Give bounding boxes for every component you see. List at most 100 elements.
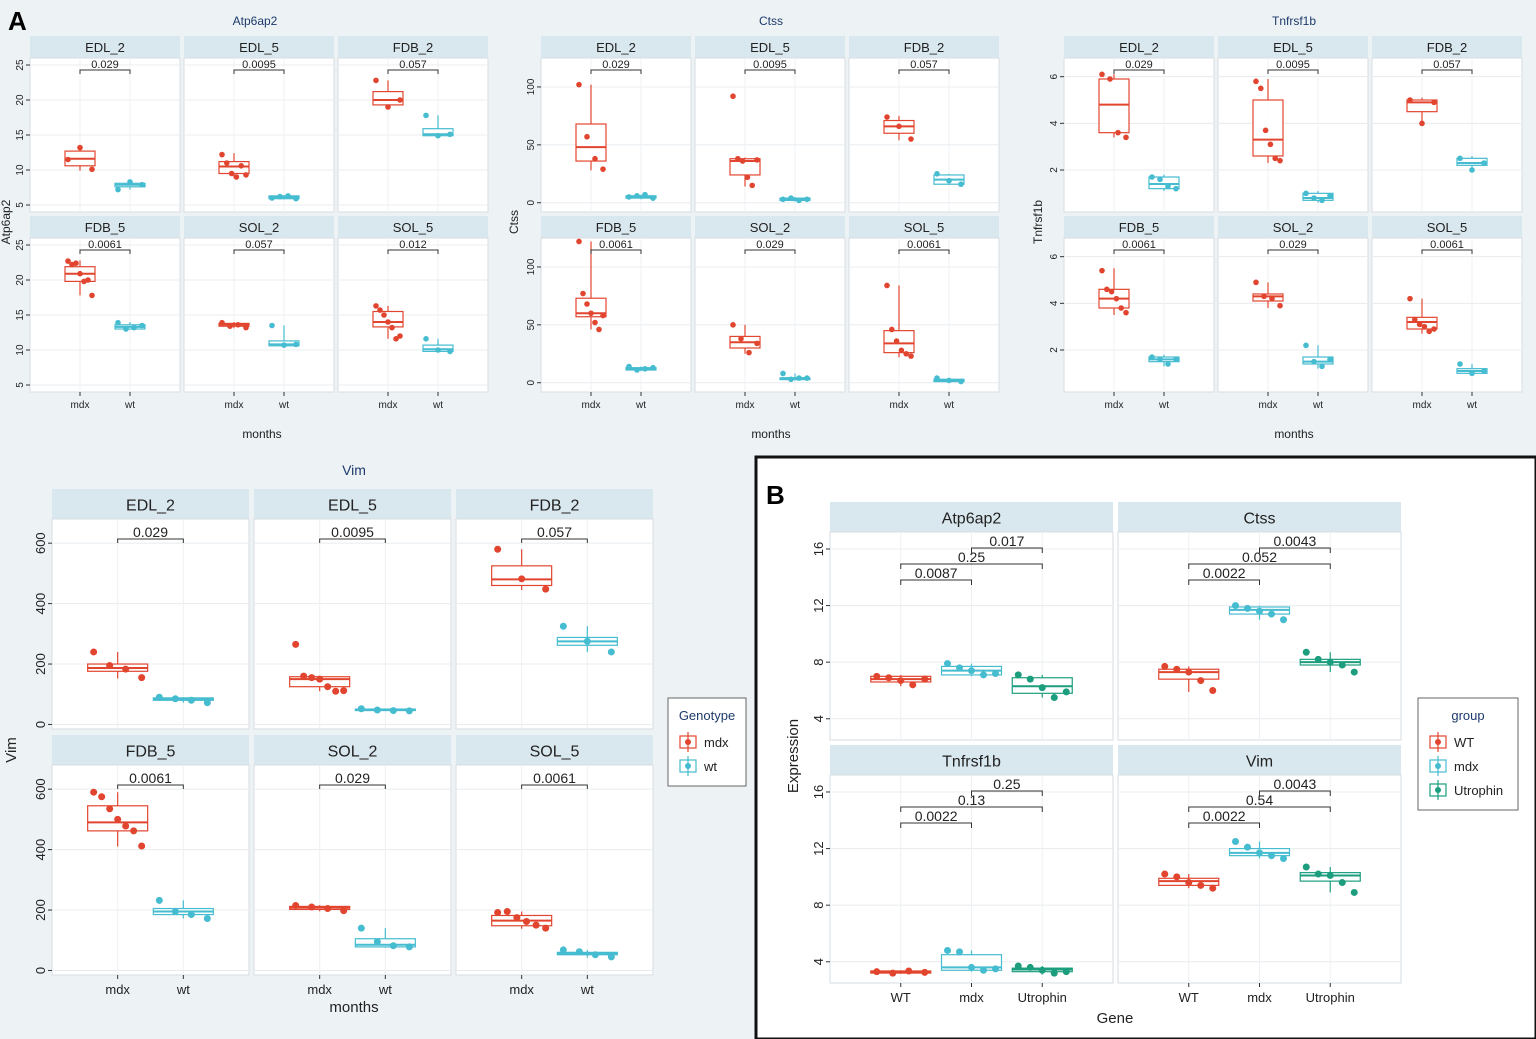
- x-tick-label-vim-wt: wt: [378, 982, 392, 997]
- data-point-tnfrsf1b-FDB_5-mdx: [1108, 288, 1115, 295]
- y-axis-label-tnfrsf1b: Tnfrsf1b: [1031, 200, 1045, 244]
- data-point-groupB-Ctss-Utrophin: [1350, 668, 1358, 676]
- data-point-atp6ap2-SOL_5-mdx: [381, 312, 387, 318]
- p-value-Ctss-WT-Utrophin: 0.052: [1242, 549, 1277, 565]
- data-point-atp6ap2-EDL_2-mdx: [89, 166, 95, 173]
- facet-label-tnfrsf1b-FDB_5: FDB_5: [1119, 220, 1159, 235]
- facet-label-atp6ap2-FDB_5: FDB_5: [85, 220, 125, 235]
- data-point-atp6ap2-EDL_2-mdx: [77, 144, 83, 151]
- data-point-vim-FDB_2-wt: [607, 648, 615, 656]
- data-point-tnfrsf1b-SOL_2-mdx: [1253, 279, 1259, 286]
- p-value-Vim-mdx-Utrophin: 0.0043: [1273, 776, 1316, 792]
- x-tick-label-ctss-mdx: mdx: [582, 400, 601, 411]
- x-tick-label-tnfrsf1b-mdx: mdx: [1105, 400, 1124, 411]
- y-tick-label-atp6ap2: 25: [15, 59, 26, 71]
- data-point-groupB-Vim-WT: [1173, 873, 1181, 881]
- y-tick-label-atp6ap2: 15: [15, 129, 26, 141]
- legend-title-vim: Genotype: [679, 708, 735, 723]
- box-tnfrsf1b-EDL_5-wt: [1302, 192, 1334, 201]
- data-point-groupB-Vim-Utrophin: [1350, 888, 1358, 896]
- data-point-ctss-FDB_5-mdx: [588, 310, 594, 317]
- data-point-vim-SOL_5-mdx: [494, 908, 502, 916]
- comparison-bracket: [1188, 806, 1331, 812]
- data-point-groupB-Tnfrsf1b-mdx: [944, 946, 951, 954]
- data-point-groupB-Atp6ap2-Utrophin: [1026, 675, 1034, 683]
- facet-strip-groupB-Atp6ap2: [830, 502, 1113, 532]
- data-point-vim-FDB_5-mdx: [130, 827, 138, 835]
- data-point-groupB-Atp6ap2-Utrophin: [1038, 684, 1046, 692]
- y-tick-label-ctss: 0: [526, 380, 537, 386]
- comparison-bracket: [744, 69, 796, 74]
- comparison-bracket: [387, 69, 439, 74]
- y-axis-label-ctss: Ctss: [507, 210, 521, 234]
- facet-label-ctss-FDB_5: FDB_5: [596, 220, 636, 235]
- y-tick-label-ctss: 100: [526, 258, 537, 275]
- data-point-groupB-Tnfrsf1b-mdx: [980, 966, 987, 974]
- data-point-ctss-SOL_5-mdx: [908, 353, 914, 359]
- facet-plot-vim-EDL_2: [51, 518, 250, 730]
- data-point-groupB-Vim-WT: [1161, 870, 1169, 878]
- data-point-ctss-SOL_5-mdx: [903, 350, 909, 357]
- facet-plot-tnfrsf1b-SOL_2: [1217, 237, 1369, 393]
- data-point-groupB-Vim-mdx: [1232, 838, 1239, 846]
- facet-label-vim-FDB_2: FDB_2: [530, 498, 580, 515]
- data-point-tnfrsf1b-FDB_2-wt: [1469, 167, 1475, 173]
- y-tick-label-vim: 0: [33, 721, 48, 728]
- p-value-vim-SOL_2: 0.029: [335, 770, 370, 786]
- data-point-ctss-FDB_5-wt: [634, 367, 640, 373]
- p-value-ctss-EDL_2: 0.029: [602, 59, 630, 71]
- data-point-groupB-Tnfrsf1b-mdx: [956, 948, 963, 956]
- data-point-tnfrsf1b-SOL_5-mdx: [1407, 295, 1413, 302]
- facet-strip-vim-EDL_2: [52, 489, 249, 519]
- data-point-tnfrsf1b-FDB_5-wt: [1157, 356, 1163, 363]
- facet-plot-vim-EDL_5: [253, 518, 452, 730]
- data-point-ctss-FDB_2-wt: [958, 181, 964, 188]
- p-value-vim-EDL_2: 0.029: [133, 524, 168, 540]
- data-point-tnfrsf1b-FDB_5-mdx: [1099, 267, 1105, 274]
- data-point-ctss-FDB_2-mdx: [884, 114, 890, 120]
- data-point-vim-EDL_2-wt: [203, 699, 211, 707]
- facet-label-vim-FDB_5: FDB_5: [126, 744, 176, 761]
- facet-plot-ctss-EDL_2: [540, 57, 692, 213]
- facet-strip-vim-SOL_5: [456, 735, 653, 765]
- data-point-atp6ap2-EDL_2-wt: [115, 186, 121, 193]
- data-point-tnfrsf1b-FDB_2-mdx: [1419, 120, 1425, 127]
- data-point-atp6ap2-EDL_5-mdx: [228, 170, 235, 177]
- x-tick-label-groupB-mdx: mdx: [1247, 990, 1272, 1005]
- data-point-atp6ap2-EDL_5-mdx: [233, 174, 240, 180]
- facet-strip-ctss-SOL_2: [695, 216, 845, 238]
- data-point-groupB-Ctss-WT: [1209, 686, 1217, 694]
- data-point-tnfrsf1b-SOL_2-mdx: [1261, 293, 1267, 300]
- y-tick-label-groupB: 12: [811, 841, 826, 855]
- data-point-tnfrsf1b-EDL_5-wt: [1327, 192, 1333, 199]
- data-point-groupB-Ctss-mdx: [1232, 602, 1239, 610]
- comparison-bracket: [319, 784, 386, 789]
- data-point-vim-FDB_5-wt: [171, 908, 179, 916]
- comparison-bracket: [744, 249, 796, 254]
- data-point-atp6ap2-SOL_2-wt: [293, 341, 299, 348]
- data-point-atp6ap2-EDL_2-wt: [139, 181, 145, 188]
- p-value-tnfrsf1b-SOL_5: 0.0061: [1430, 239, 1464, 251]
- data-point-atp6ap2-EDL_5-wt: [285, 193, 291, 199]
- data-point-vim-SOL_2-wt: [373, 938, 381, 946]
- data-point-vim-SOL_2-wt: [389, 942, 397, 950]
- data-point-groupB-Ctss-mdx: [1244, 604, 1251, 612]
- y-tick-label-ctss: 50: [526, 319, 537, 331]
- y-tick-label-vim: 400: [33, 593, 48, 615]
- facet-strip-ctss-SOL_5: [849, 216, 999, 238]
- data-point-vim-SOL_5-mdx: [532, 921, 540, 929]
- data-point-vim-FDB_5-mdx: [122, 822, 130, 830]
- comparison-bracket: [1113, 249, 1165, 254]
- comparison-bracket: [590, 69, 642, 74]
- x-tick-label-atp6ap2-wt: wt: [278, 400, 289, 411]
- p-value-tnfrsf1b-EDL_5: 0.0095: [1276, 59, 1310, 71]
- y-tick-label-ctss: 0: [526, 200, 537, 206]
- x-tick-label-tnfrsf1b-wt: wt: [1158, 400, 1169, 411]
- data-point-ctss-FDB_5-mdx: [600, 312, 606, 319]
- data-point-ctss-FDB_5-wt: [626, 363, 632, 370]
- data-point-groupB-Vim-mdx: [1244, 843, 1251, 851]
- p-value-Atp6ap2-mdx-Utrophin: 0.017: [989, 533, 1024, 549]
- p-value-tnfrsf1b-SOL_2: 0.029: [1279, 239, 1307, 251]
- comparison-bracket: [900, 579, 972, 585]
- data-point-atp6ap2-SOL_2-mdx: [235, 322, 241, 328]
